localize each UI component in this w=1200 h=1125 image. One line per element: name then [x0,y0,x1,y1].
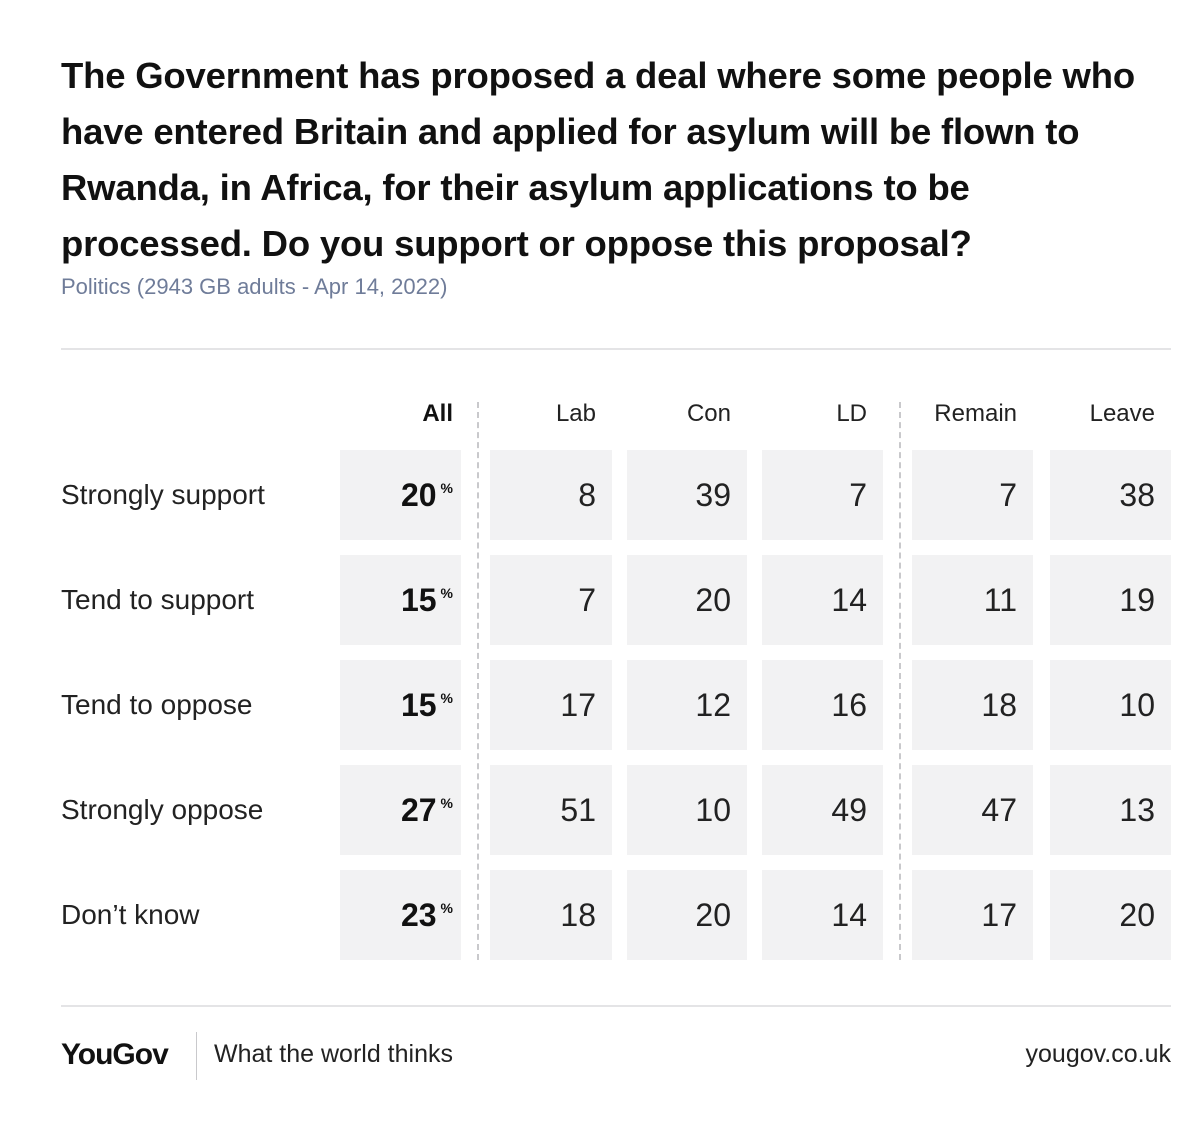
cell-tend-to-oppose-remain: 18 [912,660,1033,750]
cell-value: 15 [400,686,437,723]
cell-tend-to-oppose-con: 12 [627,660,747,750]
column-header-leave: Leave [1089,400,1155,427]
cell-tend-to-support-lab: 7 [490,555,612,645]
cell-tend-to-oppose-all: 15% [340,660,461,750]
percent-sign: % [440,690,453,706]
column-header-all: All [422,400,453,427]
cell-strongly-support-remain: 7 [912,450,1033,540]
row-label-tend-to-support: Tend to support [61,584,255,615]
cell-don-t-know-ld: 14 [762,870,883,960]
yougov-logo: YouGov [61,1038,169,1071]
cell-value: 15 [400,581,437,618]
cell-tend-to-oppose-leave: 10 [1050,660,1171,750]
cell-value: 7 [999,476,1017,513]
cell-value: 10 [1119,686,1155,723]
footer-divider [196,1032,197,1080]
cell-value: 38 [1119,476,1155,513]
cell-value: 20 [400,476,437,513]
cell-tend-to-support-con: 20 [627,555,747,645]
cell-tend-to-support-leave: 19 [1050,555,1171,645]
cell-tend-to-support-all: 15% [340,555,461,645]
chart-subtitle: Politics (2943 GB adults - Apr 14, 2022) [61,274,448,299]
cell-don-t-know-remain: 17 [912,870,1033,960]
percent-sign: % [440,795,453,811]
footer-url: yougov.co.uk [1025,1040,1171,1068]
column-header-con: Con [686,400,731,427]
cell-value: 39 [695,476,731,513]
column-group-separator [477,402,479,960]
row-label-strongly-oppose: Strongly oppose [61,794,264,825]
column-group-separator [899,402,901,960]
cell-strongly-oppose-leave: 13 [1050,765,1171,855]
cell-tend-to-oppose-ld: 16 [762,660,883,750]
percent-sign: % [440,480,453,496]
cell-value: 10 [695,791,731,828]
cell-tend-to-oppose-lab: 17 [490,660,612,750]
cell-value: 8 [578,476,596,513]
cell-value: 12 [695,686,731,723]
cell-strongly-support-all: 20% [340,450,461,540]
cell-value: 18 [560,896,596,933]
column-header-remain: Remain [934,400,1017,427]
cell-value: 18 [981,686,1017,723]
cell-strongly-support-ld: 7 [762,450,883,540]
cell-value: 20 [695,581,731,618]
cell-value: 17 [981,896,1017,933]
top-divider [61,348,1171,350]
column-header-ld: LD [836,400,867,427]
cell-strongly-oppose-ld: 49 [762,765,883,855]
bottom-divider [61,1005,1171,1007]
chart-title: The Government has proposed a deal where… [61,55,1135,264]
cell-strongly-oppose-remain: 47 [912,765,1033,855]
cell-value: 49 [831,791,867,828]
cell-strongly-support-lab: 8 [490,450,612,540]
row-label-tend-to-oppose: Tend to oppose [61,689,253,720]
cell-value: 14 [831,896,867,933]
cell-don-t-know-con: 20 [627,870,747,960]
cell-strongly-oppose-all: 27% [340,765,461,855]
percent-sign: % [440,900,453,916]
cell-value: 47 [981,791,1017,828]
cell-tend-to-support-ld: 14 [762,555,883,645]
cell-value: 14 [831,581,867,618]
cell-strongly-support-con: 39 [627,450,747,540]
cell-value: 7 [849,476,867,513]
cell-value: 11 [983,581,1017,618]
footer-tagline: What the world thinks [214,1040,453,1068]
cell-don-t-know-lab: 18 [490,870,612,960]
cell-value: 20 [1119,896,1155,933]
cell-value: 16 [831,686,867,723]
column-header-lab: Lab [555,400,596,427]
cell-don-t-know-all: 23% [340,870,461,960]
cell-value: 13 [1119,791,1155,828]
row-label-strongly-support: Strongly support [61,479,265,510]
cell-strongly-oppose-lab: 51 [490,765,612,855]
cell-value: 19 [1119,581,1155,618]
cell-don-t-know-leave: 20 [1050,870,1171,960]
cell-value: 51 [560,791,596,828]
cell-value: 27 [400,791,437,828]
cell-value: 7 [578,581,596,618]
cell-strongly-oppose-con: 10 [627,765,747,855]
percent-sign: % [440,585,453,601]
cell-tend-to-support-remain: 11 [912,555,1033,645]
cell-value: 17 [560,686,596,723]
cell-value: 23 [400,896,437,933]
cell-strongly-support-leave: 38 [1050,450,1171,540]
row-label-don-t-know: Don’t know [61,899,200,930]
cell-value: 20 [695,896,731,933]
